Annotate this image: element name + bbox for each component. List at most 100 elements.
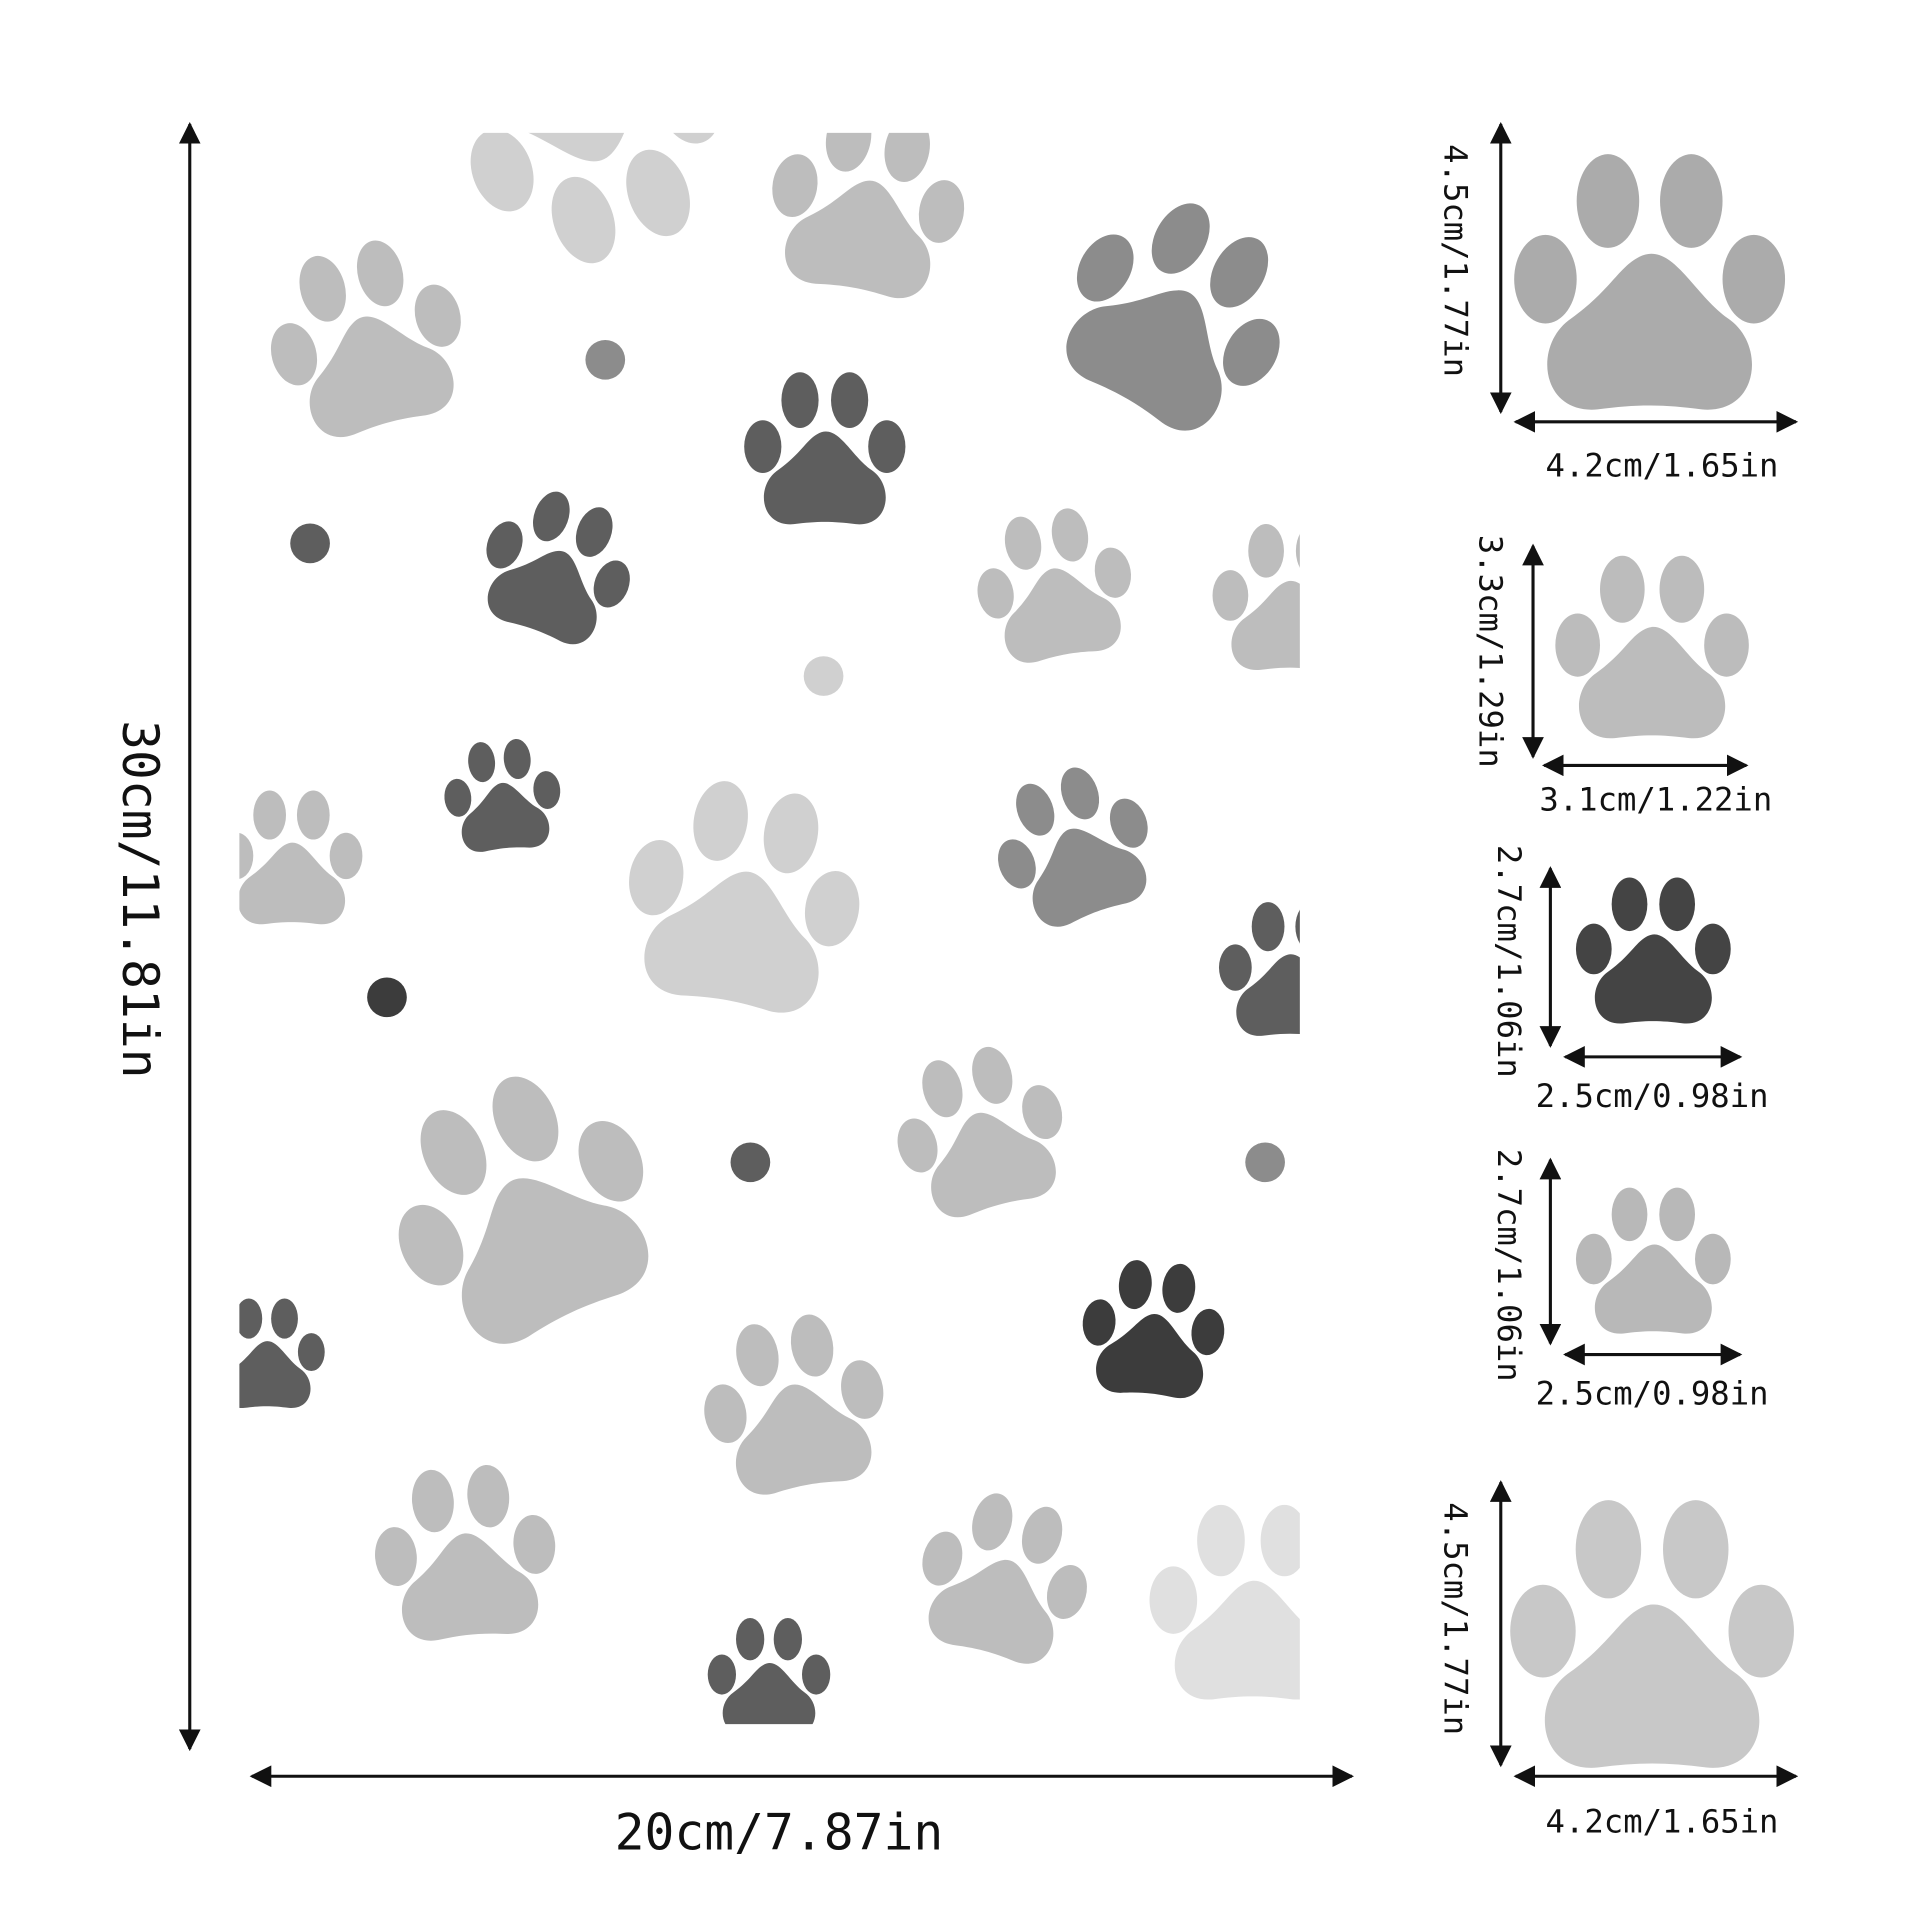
paw (1514, 154, 1786, 410)
paw-toe (1046, 1565, 1087, 1619)
paw-toe (1295, 909, 1300, 944)
paw-toe (1722, 234, 1786, 324)
paw-toe (1260, 1504, 1300, 1577)
paw (707, 1617, 831, 1725)
paw-toe (1295, 533, 1300, 568)
paw-toe (533, 491, 570, 542)
paw-toe (296, 790, 330, 840)
paw-toe (1022, 1085, 1063, 1140)
paw-pad (1594, 1244, 1712, 1334)
paw-toe (1218, 944, 1252, 991)
paw (704, 1314, 884, 1495)
paw (629, 781, 860, 1013)
paw-toe (772, 154, 818, 218)
paw (1575, 1187, 1731, 1334)
paw-toe (1555, 613, 1600, 677)
paw-pad (1004, 568, 1121, 663)
paw-pad (239, 1341, 311, 1408)
sticker-width-label: 2.5cm/0.98in (1536, 1374, 1769, 1412)
paw (470, 132, 721, 264)
paw-toe (1060, 767, 1100, 820)
paw-pad (928, 1559, 1054, 1664)
paw-toe (1191, 1308, 1225, 1356)
sticker-width-label: 4.2cm/1.65in (1546, 1802, 1779, 1840)
sticker-height-label: 2.7cm/1.06in (1490, 845, 1528, 1078)
paw (744, 372, 906, 525)
paw-toe (773, 1617, 802, 1661)
paw (998, 767, 1148, 927)
paw-toe (253, 790, 287, 840)
paw-toe (578, 1121, 644, 1202)
paw-toe (763, 793, 819, 874)
paw-toe (1611, 877, 1648, 932)
main-width-label: 20cm/7.87in (615, 1803, 944, 1861)
paw-toe (841, 1360, 884, 1419)
paw-toe (972, 1493, 1013, 1551)
paw-toe (1118, 1260, 1152, 1310)
paw-toe (503, 738, 531, 780)
sticker-height-label: 3.3cm/1.29in (1471, 535, 1509, 768)
paw-toe (1151, 203, 1210, 274)
paw-pad (1032, 828, 1147, 927)
paw-toe (1514, 234, 1577, 324)
paw-toe (1576, 154, 1640, 248)
paw-toe (693, 781, 748, 861)
paw (398, 1076, 649, 1344)
paw (1082, 1260, 1225, 1399)
paw-toe (736, 1617, 765, 1661)
paw-toe (1659, 1187, 1696, 1242)
paw-toe (781, 372, 819, 429)
paw-toe (626, 149, 690, 237)
paw-toe (922, 1060, 963, 1118)
paw-toe (1004, 516, 1042, 570)
paw-toe (977, 568, 1014, 619)
paw-toe (801, 1654, 831, 1695)
paw-toe (270, 323, 318, 386)
paw (1149, 1504, 1300, 1700)
paw (1066, 203, 1280, 431)
paw-toe (897, 1118, 938, 1173)
paw-toe (271, 1298, 298, 1339)
dot (1245, 1142, 1285, 1183)
paw-toe (356, 240, 404, 307)
paw (239, 790, 363, 925)
paw-toe (468, 742, 496, 783)
paw-toe (1600, 555, 1645, 623)
paw-toe (922, 1531, 963, 1586)
paw (772, 132, 965, 299)
paw-toe (884, 132, 930, 182)
paw-toe (1021, 1506, 1063, 1564)
paw (1510, 1500, 1794, 1768)
paw-toe (533, 771, 561, 809)
paw-toe (1076, 234, 1134, 302)
paw-toe (1659, 555, 1705, 623)
paw-toe (831, 372, 869, 429)
paw-toe (1248, 524, 1284, 578)
paw-pad (1547, 253, 1752, 410)
paw-toe (1695, 1233, 1731, 1285)
paw-toe (551, 176, 616, 264)
paw-toe (1728, 1584, 1794, 1678)
paw-toe (736, 1324, 779, 1387)
paw-pad (735, 1384, 872, 1495)
paw-toe (1575, 923, 1612, 975)
paw-toe (411, 1469, 454, 1533)
paw-pad (1066, 290, 1222, 431)
paw (270, 240, 461, 437)
paw-toe (398, 1204, 464, 1286)
paw-toe (1162, 1263, 1196, 1313)
paw-toe (492, 1076, 559, 1162)
paw (444, 738, 561, 852)
paw (486, 491, 630, 645)
paw-toe (299, 255, 346, 322)
paw-pad (487, 551, 597, 645)
paw (1575, 877, 1731, 1024)
paw-toe (868, 420, 906, 473)
paw-pad (461, 1178, 649, 1344)
paw-pad (1231, 581, 1300, 670)
paw (1555, 555, 1749, 739)
paw-pad (1544, 1604, 1760, 1768)
paw-toe (1082, 1299, 1116, 1346)
dot (290, 523, 330, 564)
